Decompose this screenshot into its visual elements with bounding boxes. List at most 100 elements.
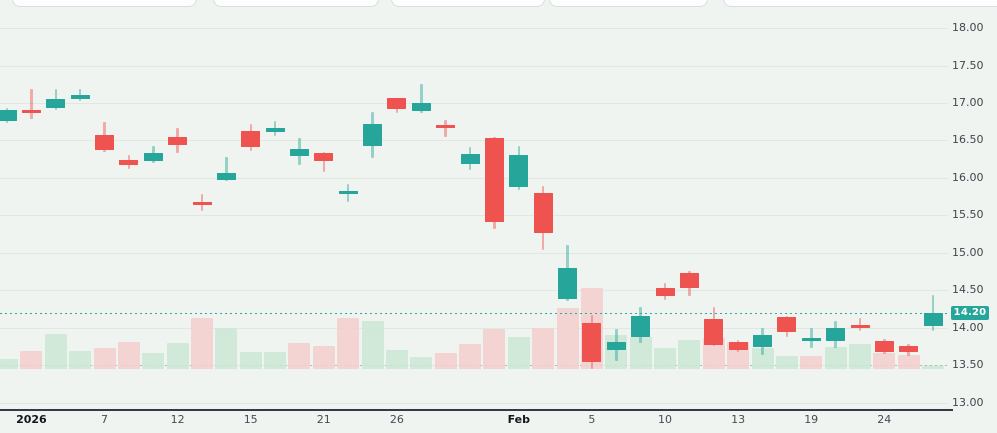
time-tick-label: Feb <box>507 413 530 426</box>
volume-bar <box>117 341 140 369</box>
volume-bar <box>654 347 676 369</box>
time-tick-label: 13 <box>731 413 746 426</box>
candle <box>265 127 285 133</box>
gridline <box>0 215 948 217</box>
price-tick-label: 14.00 <box>952 320 984 334</box>
volume-bar <box>337 317 360 369</box>
candle <box>363 123 383 146</box>
candle <box>338 190 358 194</box>
candle <box>314 153 334 161</box>
price-tick-label: 13.00 <box>952 395 984 409</box>
last-price-badge: 14.20 <box>951 305 989 320</box>
volume-bar <box>69 350 92 369</box>
volume-bar <box>800 355 823 369</box>
candle <box>95 135 114 151</box>
candle-wick <box>420 84 423 113</box>
volume-bar <box>629 336 652 369</box>
candle <box>728 341 748 350</box>
price-tick-label: 15.50 <box>952 208 984 222</box>
volume-bar <box>824 346 847 369</box>
gridline <box>0 65 948 67</box>
time-tick-label: 15 <box>243 413 258 426</box>
candle <box>679 272 699 288</box>
gridline <box>0 252 948 254</box>
volume-bar <box>215 327 238 369</box>
candle <box>192 201 212 205</box>
volume-bar <box>775 355 798 369</box>
candle <box>704 319 724 345</box>
time-axis-line <box>0 409 953 411</box>
volume-bar <box>361 320 384 369</box>
candle <box>874 341 894 352</box>
volume-bar <box>751 347 774 369</box>
candle <box>387 98 407 109</box>
price-tick-label: 13.50 <box>952 358 984 372</box>
volume-bar <box>166 342 189 369</box>
volume-bar <box>239 351 262 369</box>
candle-wick <box>444 120 447 137</box>
volume-bar <box>532 327 555 369</box>
volume-bar <box>264 351 287 369</box>
volume-bar <box>20 350 43 369</box>
toolbar-card[interactable] <box>723 0 997 7</box>
candle <box>509 155 529 188</box>
candle <box>899 346 919 353</box>
price-tick-label: 14.50 <box>952 283 984 297</box>
gridline <box>0 402 948 404</box>
time-tick-label: 26 <box>389 413 404 426</box>
candle-wick <box>30 88 33 120</box>
candle <box>484 138 504 222</box>
time-tick-label: 19 <box>804 413 819 426</box>
price-tick-label: 16.00 <box>952 170 984 184</box>
candle <box>533 192 553 234</box>
price-tick-label: 17.50 <box>952 58 984 72</box>
candle <box>460 153 480 165</box>
volume-bar <box>0 358 18 369</box>
volume-bar <box>849 343 871 369</box>
candle <box>777 317 797 333</box>
candle <box>289 148 309 157</box>
candle-wick <box>810 328 813 348</box>
gridline <box>0 327 948 329</box>
time-tick-label: 21 <box>316 413 331 426</box>
candle <box>241 130 261 148</box>
price-tick-label: 17.00 <box>952 95 984 109</box>
candle <box>558 267 577 300</box>
candle <box>21 110 41 114</box>
candle <box>850 324 870 328</box>
volume-bar <box>312 345 335 369</box>
gridline <box>0 177 948 179</box>
last-price-line <box>0 312 948 314</box>
candle <box>655 287 675 297</box>
time-tick-label: 24 <box>877 413 892 426</box>
volume-bar <box>44 333 67 369</box>
volume-bar <box>142 352 165 369</box>
gridline <box>0 28 948 29</box>
time-tick-label: 5 <box>588 413 596 426</box>
volume-bar <box>459 343 481 369</box>
volume-bar <box>288 342 311 369</box>
candle <box>168 136 188 145</box>
price-tick-label: 16.50 <box>952 133 984 147</box>
candle <box>631 316 651 337</box>
price-tick-label: 15.00 <box>952 245 984 259</box>
volume-bar <box>385 349 408 369</box>
gridline <box>0 140 948 142</box>
volume-bar <box>873 352 896 369</box>
candle <box>70 95 90 100</box>
candle <box>119 159 139 165</box>
candle <box>826 327 846 342</box>
volume-bar <box>434 352 457 369</box>
candle <box>801 338 821 342</box>
candle-wick <box>322 151 326 172</box>
candle <box>0 110 17 121</box>
volume-bar <box>93 347 116 369</box>
candle <box>923 312 943 327</box>
volume-bar <box>678 339 701 369</box>
volume-bar <box>191 317 213 369</box>
candle <box>753 335 772 348</box>
volume-bar <box>897 354 920 369</box>
candle <box>606 341 626 350</box>
